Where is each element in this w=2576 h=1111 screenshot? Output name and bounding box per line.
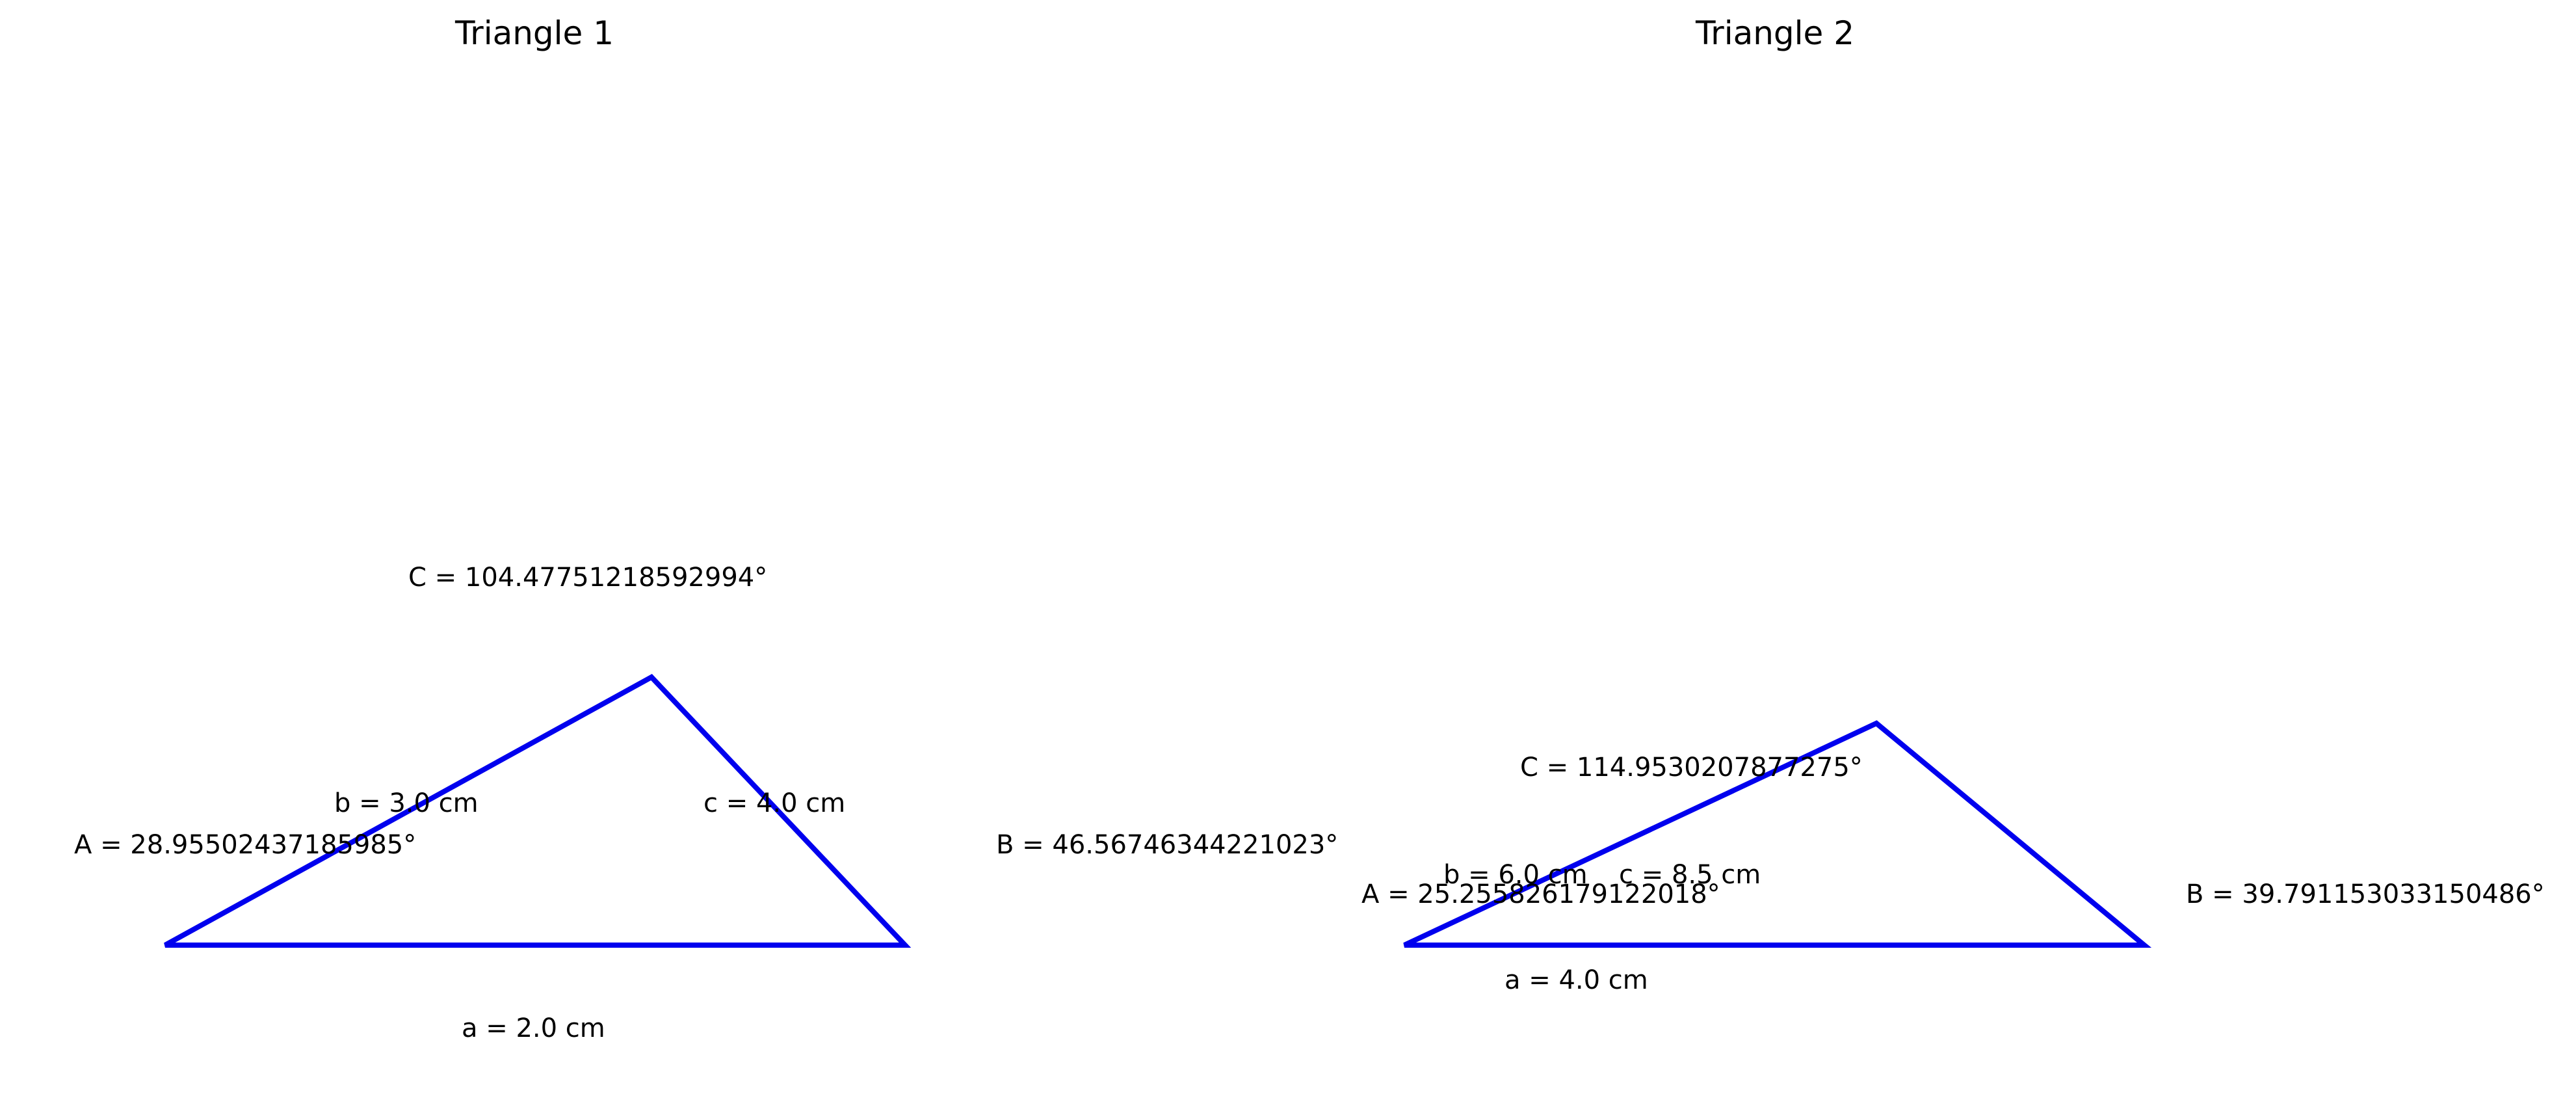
triangle-1-title: Triangle 1 [454,14,614,52]
triangle-2-panel: Triangle 2 C = 114.9530207877275° b = 6.… [1361,14,2545,995]
triangle-2-side-a-label: a = 4.0 cm [1505,965,1648,995]
triangle-2-shape [1403,720,2152,948]
triangle-1-side-c-label: c = 4.0 cm [703,788,845,818]
triangle-2-side-c-label: c = 8.5 cm [1619,860,1761,890]
triangle-1-angle-b-label: B = 46.56746344221023° [996,830,1338,860]
triangle-2-angle-b-label: B = 39.791153033150486° [2186,879,2545,909]
triangle-2-side-b-label: b = 6.0 cm [1443,860,1588,890]
triangle-1-shape [164,674,912,948]
triangle-1-side-b-label: b = 3.0 cm [334,788,479,818]
triangle-1-angle-c-label: C = 104.47751218592994° [408,563,767,593]
triangle-2-angle-a-label: A = 25.255826179122018° [1361,879,1720,909]
triangle-1-angle-a-label: A = 28.95502437185985° [74,830,416,860]
triangle-2-title: Triangle 2 [1695,14,1854,52]
triangle-1-panel: Triangle 1 C = 104.47751218592994° b = 3… [74,14,1338,1043]
triangle-1-side-a-label: a = 2.0 cm [462,1013,605,1043]
triangle-2-angle-c-label: C = 114.9530207877275° [1520,753,1863,783]
